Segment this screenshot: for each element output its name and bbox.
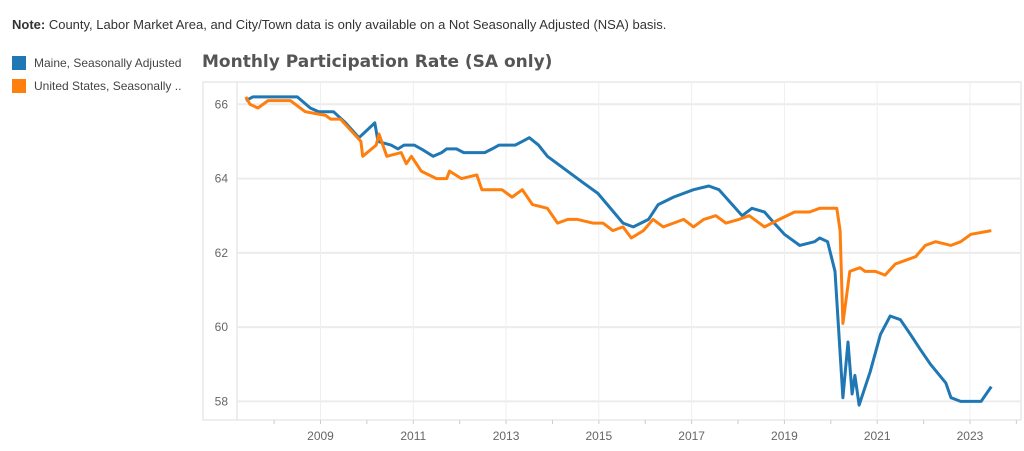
x-tick-label: 2009 bbox=[307, 429, 334, 443]
legend-swatch bbox=[12, 55, 26, 70]
legend-label: United States, Seasonally .. bbox=[34, 78, 182, 93]
legend: Maine, Seasonally Adjusted United States… bbox=[12, 51, 181, 97]
x-tick-label: 2011 bbox=[400, 429, 426, 443]
legend-item-us[interactable]: United States, Seasonally .. bbox=[12, 74, 181, 97]
note-body: County, Labor Market Area, and City/Town… bbox=[45, 17, 667, 32]
y-tick-label: 66 bbox=[215, 97, 229, 111]
plot-frame bbox=[202, 81, 1022, 421]
x-tick-label: 2021 bbox=[864, 429, 891, 443]
y-tick-label: 58 bbox=[215, 394, 229, 408]
note-text: Note: County, Labor Market Area, and Cit… bbox=[12, 17, 666, 32]
x-tick-label: 2019 bbox=[771, 429, 798, 443]
x-tick-label: 2017 bbox=[678, 429, 705, 443]
x-tick-label: 2015 bbox=[585, 429, 612, 443]
x-tick-label: 2023 bbox=[957, 429, 984, 443]
chart-title: Monthly Participation Rate (SA only) bbox=[202, 52, 553, 72]
legend-swatch bbox=[12, 78, 26, 93]
legend-label: Maine, Seasonally Adjusted bbox=[34, 55, 182, 70]
note-label: Note: bbox=[12, 17, 46, 32]
y-tick-label: 60 bbox=[215, 320, 229, 334]
y-tick-label: 62 bbox=[215, 246, 229, 260]
series-line-united-states bbox=[244, 96, 992, 325]
series-line-maine bbox=[245, 95, 993, 407]
legend-item-maine[interactable]: Maine, Seasonally Adjusted bbox=[12, 51, 181, 74]
y-tick-label: 64 bbox=[215, 172, 229, 186]
x-tick-label: 2013 bbox=[493, 429, 520, 443]
